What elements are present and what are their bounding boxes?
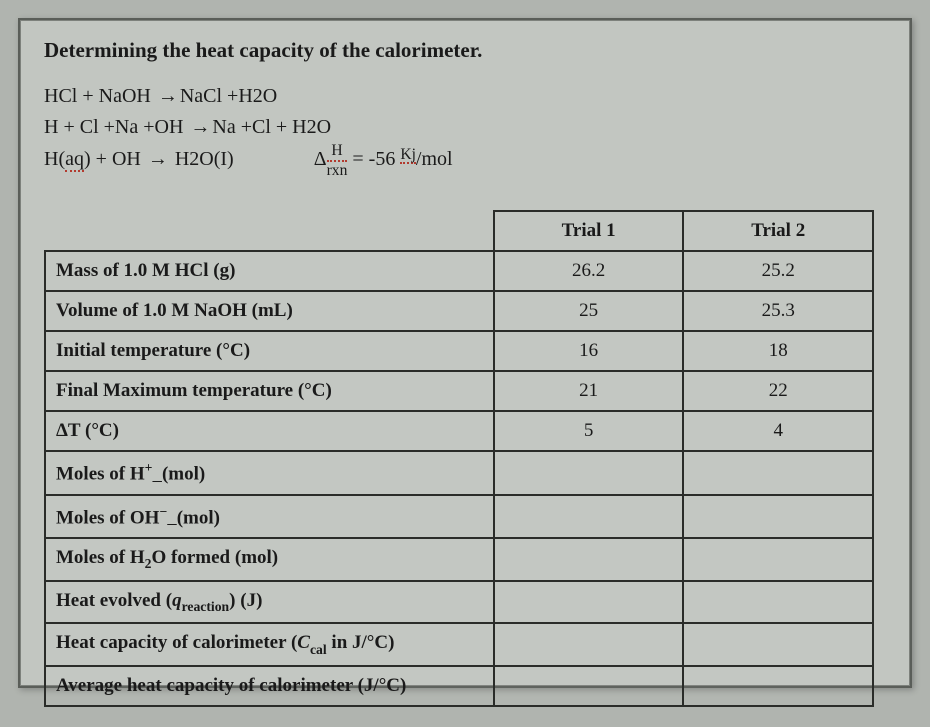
row-label: Heat evolved (qreaction) (J) bbox=[45, 581, 494, 624]
header-row: Trial 1 Trial 2 bbox=[45, 211, 873, 251]
table-row: Volume of 1.0 M NaOH (mL)2525.3 bbox=[45, 291, 873, 331]
row-trial2 bbox=[683, 538, 873, 581]
table-row: Mass of 1.0 M HCl (g)26.225.2 bbox=[45, 251, 873, 291]
row-label: ΔT (°C) bbox=[45, 411, 494, 451]
row-label: Moles of OH− (mol) bbox=[45, 495, 494, 538]
table-row: Initial temperature (°C)1618 bbox=[45, 331, 873, 371]
col-trial1: Trial 1 bbox=[494, 211, 684, 251]
eq1-left: HCl + NaOH bbox=[44, 85, 151, 107]
page-title: Determining the heat capacity of the cal… bbox=[44, 38, 886, 63]
data-table-wrap: Trial 1 Trial 2 Mass of 1.0 M HCl (g)26.… bbox=[44, 210, 886, 707]
row-trial2: 25.3 bbox=[683, 291, 873, 331]
row-trial1 bbox=[494, 666, 684, 706]
row-trial2 bbox=[683, 623, 873, 666]
row-trial1 bbox=[494, 623, 684, 666]
row-label: Moles of H2O formed (mol) bbox=[45, 538, 494, 581]
header-spacer bbox=[45, 211, 494, 251]
arrow-icon: → bbox=[156, 81, 180, 112]
table-row: Heat capacity of calorimeter (Ccal in J/… bbox=[45, 623, 873, 666]
row-trial2: 22 bbox=[683, 371, 873, 411]
eq3-right: H2O(I) bbox=[175, 148, 234, 170]
data-table: Trial 1 Trial 2 Mass of 1.0 M HCl (g)26.… bbox=[44, 210, 874, 707]
row-trial2 bbox=[683, 451, 873, 494]
row-trial2 bbox=[683, 666, 873, 706]
arrow-icon: → bbox=[188, 112, 212, 143]
row-label: Initial temperature (°C) bbox=[45, 331, 494, 371]
row-trial1 bbox=[494, 495, 684, 538]
row-trial1: 21 bbox=[494, 371, 684, 411]
dh-unit: Kj/mol bbox=[400, 148, 452, 170]
row-trial1: 16 bbox=[494, 331, 684, 371]
row-trial1: 25 bbox=[494, 291, 684, 331]
eq3-aq: aq bbox=[65, 148, 84, 172]
table-row: Moles of H2O formed (mol) bbox=[45, 538, 873, 581]
row-trial2: 4 bbox=[683, 411, 873, 451]
row-trial1 bbox=[494, 581, 684, 624]
worksheet-page: Determining the heat capacity of the cal… bbox=[18, 18, 912, 688]
eq2-right: Na +Cl + H2O bbox=[212, 116, 331, 138]
row-trial2: 25.2 bbox=[683, 251, 873, 291]
equation-2: H + Cl +Na +OH →Na +Cl + H2O bbox=[44, 112, 886, 143]
row-trial1: 26.2 bbox=[494, 251, 684, 291]
eq1-right: NaCl +H2O bbox=[180, 85, 277, 107]
table-row: Moles of H+ (mol) bbox=[45, 451, 873, 494]
row-trial1 bbox=[494, 538, 684, 581]
equations-block: HCl + NaOH →NaCl +H2O H + Cl +Na +OH →Na… bbox=[44, 81, 886, 178]
eq3-close: ) + OH bbox=[84, 148, 141, 170]
row-trial2 bbox=[683, 495, 873, 538]
row-trial1: 5 bbox=[494, 411, 684, 451]
table-row: Final Maximum temperature (°C)2122 bbox=[45, 371, 873, 411]
table-row: Average heat capacity of calorimeter (J/… bbox=[45, 666, 873, 706]
row-trial1 bbox=[494, 451, 684, 494]
row-label: Moles of H+ (mol) bbox=[45, 451, 494, 494]
arrow-icon: → bbox=[146, 144, 170, 175]
row-label: Final Maximum temperature (°C) bbox=[45, 371, 494, 411]
delta-h-label: ΔHrxn bbox=[314, 148, 353, 170]
col-trial2: Trial 2 bbox=[683, 211, 873, 251]
equation-3: H(aq) + OH → H2O(I) ΔHrxn = -56 Kj/mol bbox=[44, 143, 886, 178]
table-body: Mass of 1.0 M HCl (g)26.225.2Volume of 1… bbox=[45, 251, 873, 706]
row-label: Volume of 1.0 M NaOH (mL) bbox=[45, 291, 494, 331]
row-trial2 bbox=[683, 581, 873, 624]
table-row: ΔT (°C)54 bbox=[45, 411, 873, 451]
table-row: Moles of OH− (mol) bbox=[45, 495, 873, 538]
row-label: Average heat capacity of calorimeter (J/… bbox=[45, 666, 494, 706]
row-label: Heat capacity of calorimeter (Ccal in J/… bbox=[45, 623, 494, 666]
eq2-left: H + Cl +Na +OH bbox=[44, 116, 183, 138]
equation-1: HCl + NaOH →NaCl +H2O bbox=[44, 81, 886, 112]
dh-eq: = -56 bbox=[352, 148, 395, 170]
eq3-h: H( bbox=[44, 148, 65, 170]
row-trial2: 18 bbox=[683, 331, 873, 371]
table-row: Heat evolved (qreaction) (J) bbox=[45, 581, 873, 624]
row-label: Mass of 1.0 M HCl (g) bbox=[45, 251, 494, 291]
dh-h-frac: Hrxn bbox=[327, 143, 348, 178]
